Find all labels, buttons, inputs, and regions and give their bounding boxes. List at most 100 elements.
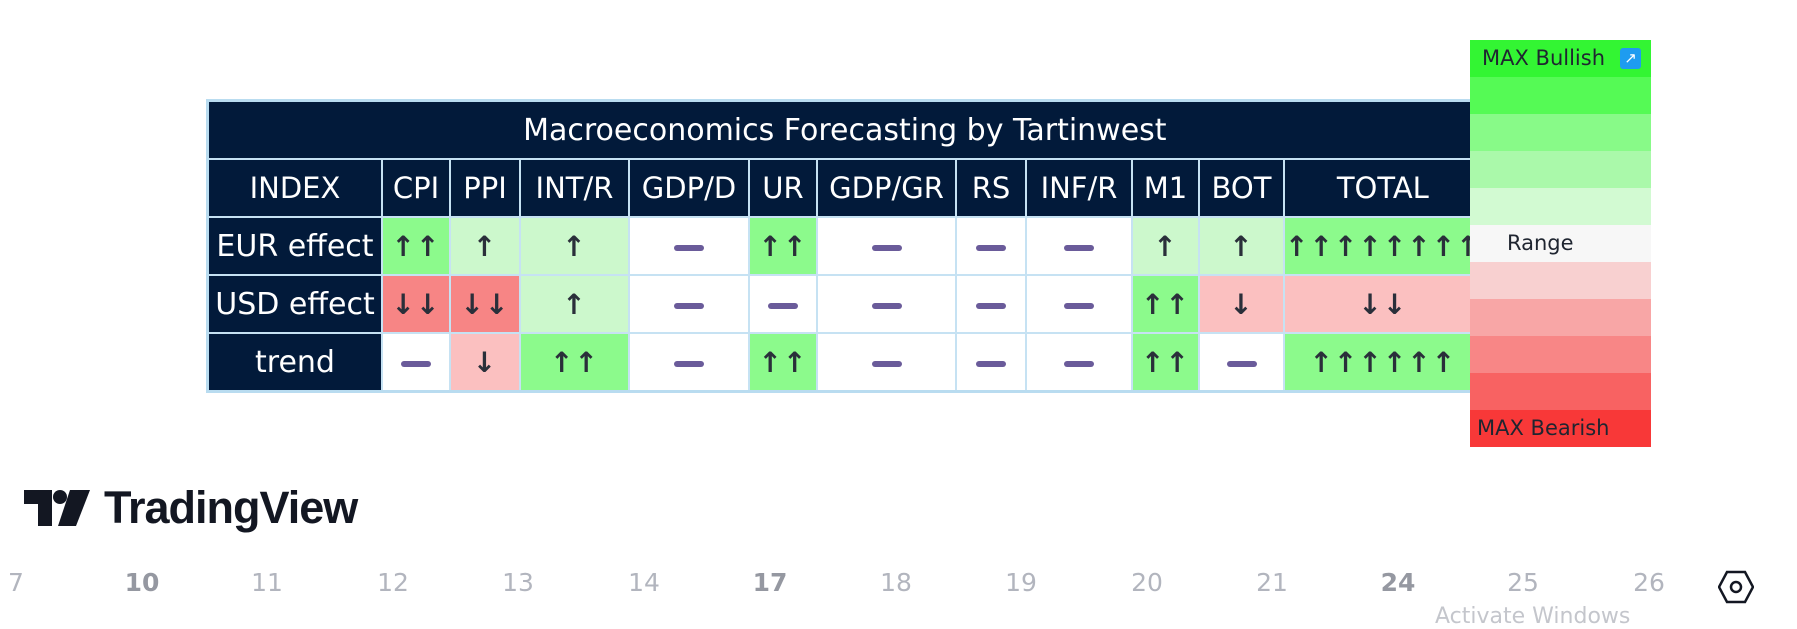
macro-forecast-table: Macroeconomics Forecasting by Tartinwest… bbox=[206, 99, 1484, 393]
table-title: Macroeconomics Forecasting by Tartinwest bbox=[206, 99, 1484, 160]
signal-cell: ↓↓ bbox=[449, 274, 521, 334]
legend-swatch: Range bbox=[1470, 225, 1651, 262]
signal-cell: ↑↑ bbox=[519, 332, 630, 393]
table-row: USD effect ↓↓ ↓↓ ↑ ↑↑ ↓ ↓↓ bbox=[206, 274, 1484, 334]
neutral-dash-icon bbox=[1226, 360, 1257, 367]
signal-cell: ↑ bbox=[449, 216, 521, 276]
signal-arrows: ↑ bbox=[1153, 229, 1178, 263]
column-header: GDP/GR bbox=[816, 158, 957, 218]
signal-cell: ↑↑ bbox=[748, 332, 818, 393]
signal-arrows: ↑↑ bbox=[391, 229, 441, 263]
signal-cell: ↑ bbox=[1131, 216, 1200, 276]
signal-arrows: ↓ bbox=[472, 345, 498, 379]
legend-swatch bbox=[1470, 188, 1651, 225]
signal-cell bbox=[955, 332, 1027, 393]
axis-tick-label: 13 bbox=[502, 568, 534, 597]
column-header: UR bbox=[748, 158, 818, 218]
legend-swatch bbox=[1470, 151, 1651, 188]
neutral-dash-icon bbox=[1064, 302, 1094, 309]
signal-arrows: ↑↑↑↑↑↑↑↑ bbox=[1285, 229, 1481, 263]
column-header: INDEX bbox=[206, 158, 383, 218]
neutral-dash-icon bbox=[401, 360, 431, 367]
column-header: PPI bbox=[449, 158, 521, 218]
neutral-dash-icon bbox=[871, 302, 902, 309]
signal-cell bbox=[816, 332, 957, 393]
column-header: INF/R bbox=[1025, 158, 1133, 218]
column-header: CPI bbox=[381, 158, 451, 218]
signal-arrows: ↑↑ bbox=[550, 345, 599, 379]
signal-cell: ↑ bbox=[1198, 216, 1285, 276]
signal-cell bbox=[955, 274, 1027, 334]
settings-hexagon-icon[interactable] bbox=[1718, 570, 1754, 604]
axis-tick-label: 7 bbox=[8, 568, 24, 597]
neutral-dash-icon bbox=[674, 302, 704, 309]
signal-cell bbox=[628, 274, 750, 334]
legend-swatch bbox=[1470, 77, 1651, 114]
axis-tick-label: 21 bbox=[1256, 568, 1288, 597]
external-link-icon[interactable]: ↗ bbox=[1620, 48, 1641, 69]
axis-tick-label: 18 bbox=[880, 568, 912, 597]
signal-arrows: ↑↑ bbox=[758, 229, 808, 263]
signal-arrows: ↑ bbox=[472, 229, 498, 263]
legend-swatch bbox=[1470, 373, 1651, 410]
column-header: RS bbox=[955, 158, 1027, 218]
neutral-dash-icon bbox=[976, 244, 1006, 251]
signal-cell: ↑↑ bbox=[1131, 274, 1200, 334]
signal-cell bbox=[1025, 274, 1133, 334]
column-header: M1 bbox=[1131, 158, 1200, 218]
column-header: INT/R bbox=[519, 158, 630, 218]
signal-cell: ↑↑↑↑↑↑↑↑ bbox=[1282, 216, 1484, 276]
legend-swatch bbox=[1470, 262, 1651, 299]
color-legend: MAX Bullish ↗ Range MAX Bearish bbox=[1470, 40, 1651, 447]
row-label: USD effect bbox=[206, 274, 383, 334]
row-label: trend bbox=[206, 332, 383, 393]
time-axis[interactable]: 7 10 11 12 13 14 17 18 19 20 21 24 25 26 bbox=[0, 568, 1797, 604]
signal-arrows: ↑↑ bbox=[1141, 345, 1190, 379]
signal-cell bbox=[628, 332, 750, 393]
neutral-dash-icon bbox=[674, 360, 704, 367]
neutral-dash-icon bbox=[674, 244, 704, 251]
signal-arrows: ↓↓ bbox=[1358, 287, 1408, 321]
table-row: EUR effect ↑↑ ↑ ↑ ↑↑ ↑ ↑ ↑↑↑↑↑↑↑↑ bbox=[206, 216, 1484, 276]
legend-swatch bbox=[1470, 114, 1651, 151]
signal-cell: ↑ bbox=[519, 274, 630, 334]
tradingview-wordmark: TradingView bbox=[104, 482, 358, 533]
neutral-dash-icon bbox=[1064, 360, 1094, 367]
signal-cell bbox=[816, 274, 957, 334]
neutral-dash-icon bbox=[976, 360, 1006, 367]
axis-tick-label: 14 bbox=[628, 568, 660, 597]
signal-cell bbox=[748, 274, 818, 334]
activate-windows-watermark: Activate Windows bbox=[1435, 604, 1631, 629]
signal-arrows: ↓↓ bbox=[460, 287, 510, 321]
signal-arrows: ↑ bbox=[1229, 229, 1254, 263]
axis-tick-label: 25 bbox=[1507, 568, 1539, 597]
tradingview-logo[interactable]: TradingView bbox=[24, 482, 358, 533]
neutral-dash-icon bbox=[1064, 244, 1094, 251]
neutral-dash-icon bbox=[768, 302, 798, 309]
neutral-dash-icon bbox=[976, 302, 1006, 309]
column-header: TOTAL bbox=[1282, 158, 1484, 218]
signal-cell: ↑↑ bbox=[381, 216, 451, 276]
neutral-dash-icon bbox=[871, 360, 902, 367]
signal-cell bbox=[1025, 216, 1133, 276]
signal-cell: ↓ bbox=[1198, 274, 1285, 334]
legend-swatch: MAX Bullish ↗ bbox=[1470, 40, 1651, 77]
column-header: GDP/D bbox=[628, 158, 750, 218]
legend-swatch bbox=[1470, 299, 1651, 336]
neutral-dash-icon bbox=[871, 244, 902, 251]
signal-arrows: ↑↑↑↑↑↑ bbox=[1309, 345, 1457, 379]
axis-tick-label: 26 bbox=[1633, 568, 1665, 597]
axis-tick-label: 17 bbox=[752, 568, 788, 597]
signal-cell bbox=[955, 216, 1027, 276]
tradingview-mark-icon bbox=[24, 490, 90, 526]
axis-tick-label: 19 bbox=[1005, 568, 1037, 597]
signal-cell bbox=[628, 216, 750, 276]
axis-tick-label: 24 bbox=[1380, 568, 1416, 597]
legend-swatch: MAX Bearish bbox=[1470, 410, 1651, 447]
signal-arrows: ↓↓ bbox=[391, 287, 441, 321]
column-header: BOT bbox=[1198, 158, 1285, 218]
table-body: EUR effect ↑↑ ↑ ↑ ↑↑ ↑ ↑ ↑↑↑↑↑↑↑↑ USD effect ↓↓ ↓↓… bbox=[206, 216, 1484, 393]
legend-label: MAX Bullish bbox=[1482, 46, 1606, 70]
axis-tick-label: 20 bbox=[1131, 568, 1163, 597]
signal-cell bbox=[1025, 332, 1133, 393]
